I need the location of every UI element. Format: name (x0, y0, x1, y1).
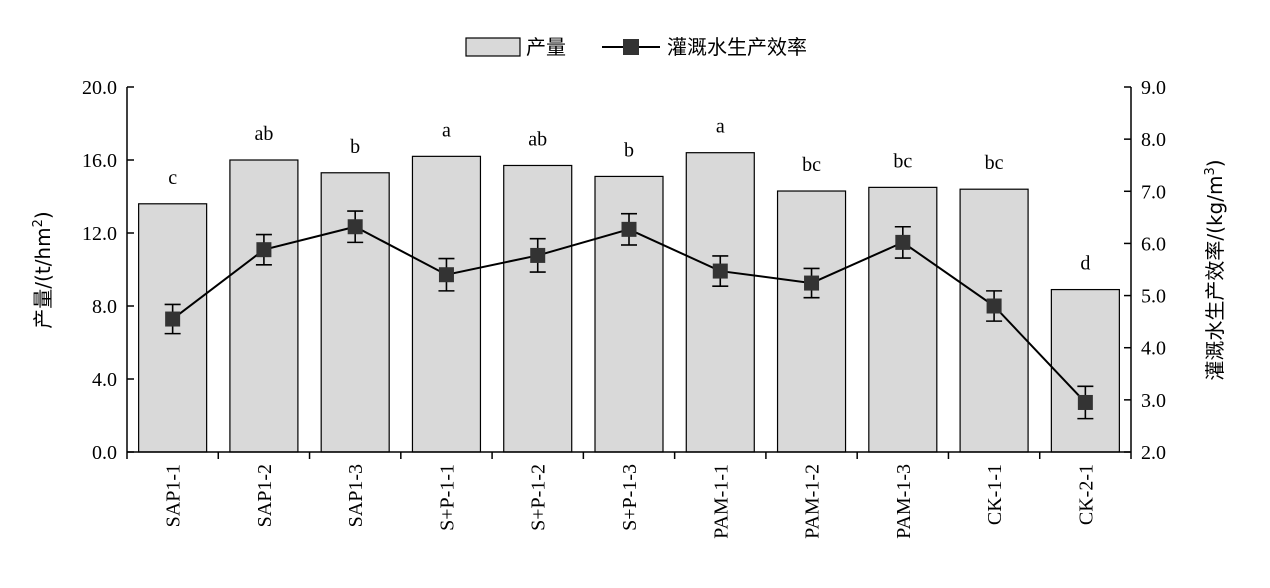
right-tick-label: 6.0 (1141, 233, 1166, 255)
legend-bar-label: 产量 (526, 35, 566, 59)
x-tick-label-S+P-1-3: S+P-1-3 (619, 464, 641, 531)
point-SAP1-1 (165, 311, 181, 327)
point-PAM-1-2 (804, 275, 820, 291)
point-SAP1-2 (256, 242, 272, 258)
right-tick-label: 4.0 (1141, 338, 1166, 360)
sig-letter-SAP1-2: ab (254, 123, 273, 145)
bar-SAP1-2 (229, 159, 299, 453)
bars (138, 152, 1120, 453)
right-tick-label: 7.0 (1141, 181, 1166, 203)
right-tick-label: 9.0 (1141, 77, 1166, 99)
x-tick-label-S+P-1-2: S+P-1-2 (528, 464, 550, 531)
left-axis-title: 产量/(t/hm2) (31, 211, 55, 328)
sig-letter-CK-1-1: bc (985, 152, 1004, 174)
bar-PAM-1-1 (685, 152, 755, 453)
x-axis-ticks: SAP1-1 SAP1-2 SAP1-3 S+P-1-1 S+P-1-2 S+P-1-3 P… (126, 452, 1132, 539)
x-tick-label-CK-2-1: CK-2-1 (1075, 464, 1097, 525)
line-series (164, 210, 1094, 420)
legend-line-marker (623, 39, 639, 55)
sig-letter-CK-2-1: d (1080, 253, 1090, 275)
left-axis-title-end: ) (31, 211, 55, 219)
legend-line-label: 灌溉水生产效率 (667, 35, 807, 59)
right-tick-label: 8.0 (1141, 129, 1166, 151)
point-SAP1-3 (347, 219, 363, 235)
point-S+P-1-3 (621, 221, 637, 237)
left-tick-label: 8.0 (92, 296, 117, 318)
point-S+P-1-1 (438, 267, 454, 283)
x-tick-label-PAM-1-2: PAM-1-2 (802, 464, 824, 539)
left-tick-label: 12.0 (82, 223, 117, 245)
sig-letter-PAM-1-3: bc (893, 150, 912, 172)
point-CK-2-1 (1077, 394, 1093, 410)
left-axis-title-sup: 2 (31, 219, 46, 227)
point-S+P-1-2 (530, 247, 546, 263)
x-tick-label-CK-1-1: CK-1-1 (984, 464, 1006, 525)
bar-CK-2-1 (1050, 288, 1120, 453)
right-axis-ticks: 2.0 3.0 4.0 5.0 6.0 7.0 8.0 9.0 (1124, 77, 1166, 464)
x-tick-label-SAP1-2: SAP1-2 (254, 464, 276, 527)
right-axis-title: 灌溉水生产效率/(kg/m3) (1203, 159, 1227, 380)
x-tick-label-PAM-1-1: PAM-1-1 (710, 464, 732, 539)
sig-letter-PAM-1-2: bc (802, 154, 821, 176)
axes (126, 87, 1132, 453)
x-tick-label-S+P-1-1: S+P-1-1 (436, 464, 458, 531)
sig-letter-S+P-1-1: a (442, 119, 451, 141)
right-tick-label: 3.0 (1141, 390, 1166, 412)
right-tick-label: 2.0 (1141, 442, 1166, 464)
right-axis-title-end: ) (1203, 159, 1227, 167)
right-axis-title-sup: 3 (1203, 167, 1218, 175)
left-tick-label: 0.0 (92, 442, 117, 464)
point-PAM-1-1 (712, 263, 728, 279)
sig-letter-SAP1-3: b (350, 136, 360, 158)
right-tick-label: 5.0 (1141, 286, 1166, 308)
left-tick-label: 4.0 (92, 369, 117, 391)
legend: 产量 灌溉水生产效率 (465, 35, 807, 59)
right-axis-title-main: 灌溉水生产效率/(kg/m (1203, 176, 1227, 381)
significance-letters: c ab b a ab b a bc bc bc d (168, 116, 1090, 275)
left-tick-label: 16.0 (82, 150, 117, 172)
x-tick-label-SAP1-3: SAP1-3 (345, 464, 367, 527)
left-axis-title-main: 产量/(t/hm (31, 227, 55, 328)
point-PAM-1-3 (895, 234, 911, 250)
left-axis-ticks: 0.0 4.0 8.0 12.0 16.0 20.0 (82, 77, 134, 464)
legend-bar-swatch (465, 37, 521, 57)
point-CK-1-1 (986, 298, 1002, 314)
sig-letter-PAM-1-1: a (716, 116, 725, 138)
bar-S+P-1-1 (411, 155, 482, 453)
sig-letter-S+P-1-3: b (624, 139, 634, 161)
x-tick-label-PAM-1-3: PAM-1-3 (893, 464, 915, 539)
bar-PAM-1-2 (776, 190, 847, 453)
sig-letter-S+P-1-2: ab (528, 128, 547, 150)
left-tick-label: 20.0 (82, 77, 117, 99)
sig-letter-SAP1-1: c (168, 167, 177, 189)
x-tick-label-SAP1-1: SAP1-1 (163, 464, 185, 527)
bar-S+P-1-2 (503, 164, 573, 453)
